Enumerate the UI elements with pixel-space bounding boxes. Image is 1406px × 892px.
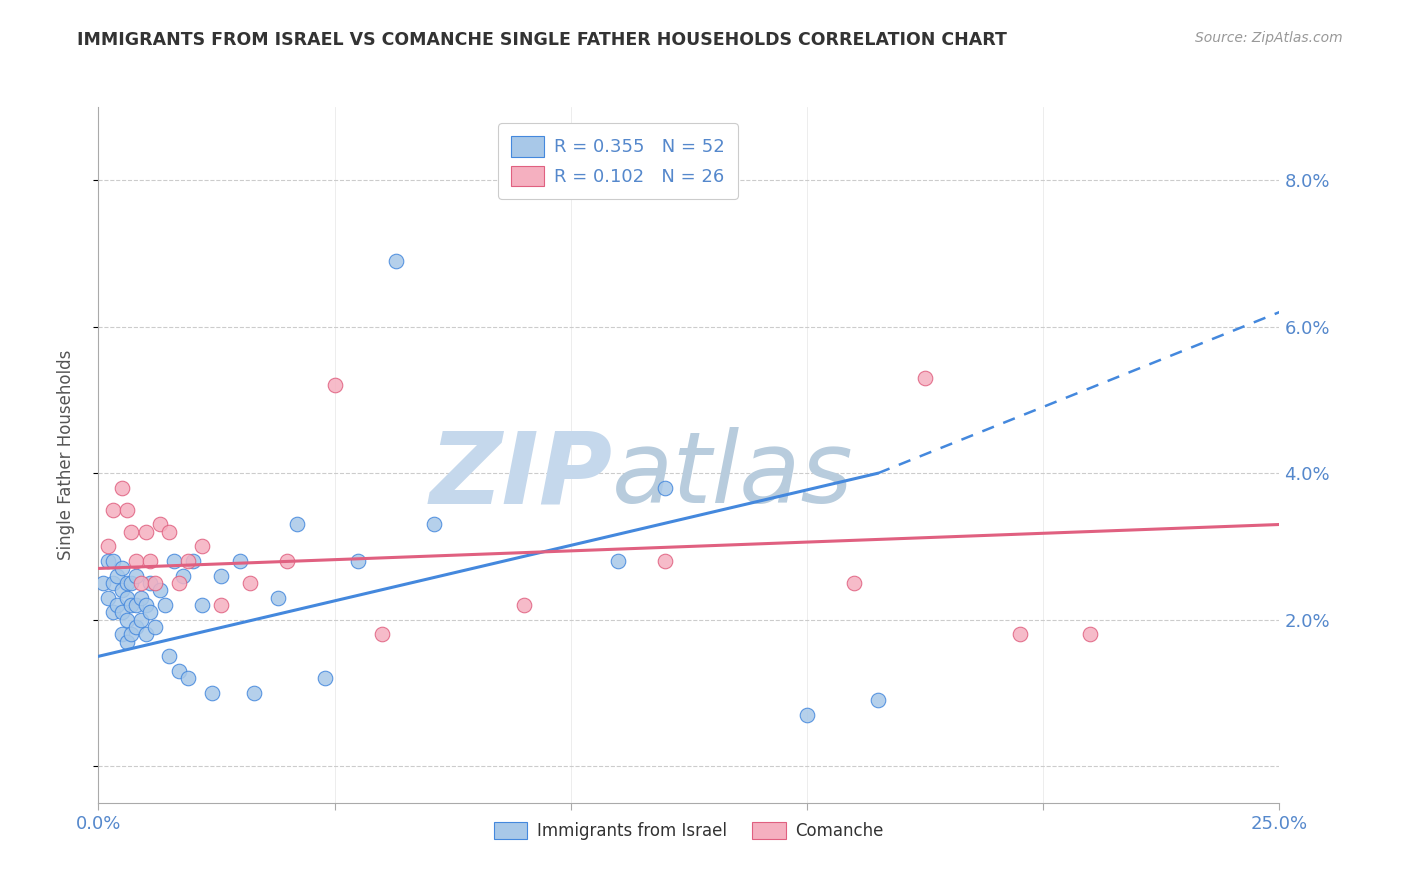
Point xyxy=(101,576,124,591)
Point xyxy=(191,598,214,612)
Text: IMMIGRANTS FROM ISRAEL VS COMANCHE SINGLE FATHER HOUSEHOLDS CORRELATION CHART: IMMIGRANTS FROM ISRAEL VS COMANCHE SINGL… xyxy=(77,31,1007,49)
Point xyxy=(149,583,172,598)
Point xyxy=(267,591,290,605)
Point xyxy=(229,554,252,568)
Point xyxy=(129,591,152,605)
Point xyxy=(512,598,534,612)
Point xyxy=(139,606,162,620)
Point xyxy=(139,576,162,591)
Point xyxy=(121,576,143,591)
Point xyxy=(314,671,336,685)
Point xyxy=(129,613,152,627)
Point xyxy=(243,686,266,700)
Point xyxy=(177,554,200,568)
Point xyxy=(121,627,143,641)
Point xyxy=(115,634,138,648)
Point xyxy=(135,598,157,612)
Point xyxy=(139,554,162,568)
Point xyxy=(323,378,346,392)
Text: Source: ZipAtlas.com: Source: ZipAtlas.com xyxy=(1195,31,1343,45)
Point xyxy=(276,554,298,568)
Point xyxy=(285,517,308,532)
Text: atlas: atlas xyxy=(612,427,853,524)
Point xyxy=(654,554,676,568)
Point xyxy=(105,598,128,612)
Point xyxy=(149,517,172,532)
Point xyxy=(115,576,138,591)
Point xyxy=(125,554,148,568)
Point xyxy=(121,598,143,612)
Point xyxy=(201,686,224,700)
Point xyxy=(143,576,166,591)
Y-axis label: Single Father Households: Single Father Households xyxy=(56,350,75,560)
Point xyxy=(97,540,120,554)
Legend: Immigrants from Israel, Comanche: Immigrants from Israel, Comanche xyxy=(488,815,890,847)
Point xyxy=(209,568,232,582)
Point xyxy=(121,524,143,539)
Point xyxy=(143,620,166,634)
Point xyxy=(115,591,138,605)
Point xyxy=(191,540,214,554)
Point xyxy=(654,481,676,495)
Point xyxy=(796,707,818,722)
Point xyxy=(135,524,157,539)
Point xyxy=(167,576,190,591)
Point xyxy=(125,568,148,582)
Point xyxy=(423,517,446,532)
Point xyxy=(105,568,128,582)
Text: ZIP: ZIP xyxy=(429,427,612,524)
Point xyxy=(157,649,180,664)
Point xyxy=(115,613,138,627)
Point xyxy=(91,576,114,591)
Point xyxy=(371,627,394,641)
Point xyxy=(177,671,200,685)
Point xyxy=(914,371,936,385)
Point xyxy=(101,606,124,620)
Point xyxy=(115,503,138,517)
Point xyxy=(101,554,124,568)
Point xyxy=(97,591,120,605)
Point xyxy=(163,554,186,568)
Point xyxy=(111,481,134,495)
Point xyxy=(111,583,134,598)
Point xyxy=(157,524,180,539)
Point xyxy=(111,627,134,641)
Point xyxy=(844,576,866,591)
Point xyxy=(385,253,408,268)
Point xyxy=(125,620,148,634)
Point xyxy=(135,627,157,641)
Point xyxy=(1008,627,1031,641)
Point xyxy=(97,554,120,568)
Point xyxy=(347,554,370,568)
Point xyxy=(125,598,148,612)
Point xyxy=(181,554,204,568)
Point xyxy=(209,598,232,612)
Point xyxy=(129,576,152,591)
Point xyxy=(101,503,124,517)
Point xyxy=(607,554,630,568)
Point xyxy=(167,664,190,678)
Point xyxy=(239,576,262,591)
Point xyxy=(172,568,194,582)
Point xyxy=(866,693,889,707)
Point xyxy=(153,598,176,612)
Point xyxy=(1080,627,1102,641)
Point xyxy=(111,561,134,575)
Point xyxy=(111,606,134,620)
